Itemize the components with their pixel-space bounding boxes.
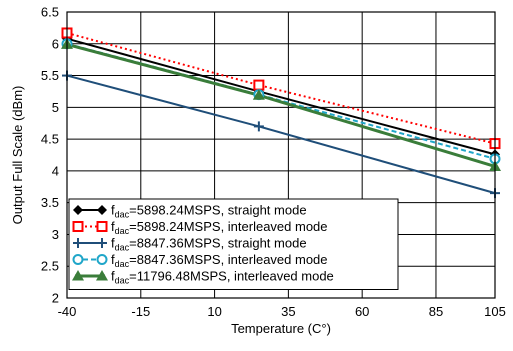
y-tick-label: 6 <box>52 36 59 51</box>
legend-entry-4: fdac=8847.36MSPS, interleaved mode <box>111 252 328 269</box>
data-point-series-3 <box>253 121 264 132</box>
legend-marker-2 <box>96 221 108 232</box>
y-axis-title: Output Full Scale (dBm) <box>10 86 25 225</box>
legend-entry-prefix: f <box>111 203 115 218</box>
x-tick-label: 85 <box>429 304 443 319</box>
plot-frame <box>66 11 496 299</box>
legend-box <box>68 198 399 290</box>
legend-marker-2 <box>72 221 84 232</box>
legend-entry-text: =8847.36MSPS, interleaved mode <box>129 252 327 267</box>
y-tick-label: 2.5 <box>41 259 59 274</box>
legend-marker-4 <box>72 254 84 265</box>
x-tick-labels: -40 -15 10 35 60 85 105 <box>58 304 506 319</box>
y-tick-label: 2 <box>52 291 59 306</box>
legend-entry-text: =11796.48MSPS, interleaved mode <box>129 269 334 284</box>
legend-entry-text: =8847.36MSPS, straight mode <box>129 236 306 251</box>
legend-marker-5 <box>96 270 108 281</box>
y-tick-label: 3.5 <box>41 195 59 210</box>
legend-entry-subscript: dac <box>115 276 130 286</box>
legend-entry-subscript: dac <box>115 243 130 253</box>
y-tick-label: 4.5 <box>41 132 59 147</box>
x-tick-label: 10 <box>207 304 221 319</box>
x-tick-label: -40 <box>58 304 77 319</box>
data-point-series-5 <box>252 89 265 100</box>
legend-entry-subscript: dac <box>115 226 130 236</box>
legend-marker-1 <box>73 205 83 215</box>
legend-marker-5 <box>72 270 84 281</box>
legend-marker-4 <box>96 254 108 265</box>
x-tick-label: 35 <box>281 304 295 319</box>
x-tick-label: 105 <box>484 304 506 319</box>
legend-entry-prefix: f <box>111 269 115 284</box>
y-tick-label: 4 <box>52 163 59 178</box>
legend-entry-text: =5898.24MSPS, straight mode <box>129 203 306 218</box>
legend-marker-3 <box>97 238 107 248</box>
y-tick-label: 3 <box>52 227 59 242</box>
y-tick-label: 5.5 <box>41 68 59 83</box>
y-tick-labels: 2 2.5 3 3.5 4 4.5 5 5.5 6 6.5 <box>41 5 59 306</box>
data-point-series-2 <box>253 79 265 91</box>
y-tick-label: 5 <box>52 100 59 115</box>
series-line-2 <box>66 32 496 145</box>
legend-entry-prefix: f <box>111 219 115 234</box>
legend-entry-1: fdac=5898.24MSPS, straight mode <box>111 203 307 220</box>
legend-entry-2: fdac=5898.24MSPS, interleaved mode <box>111 219 328 236</box>
legend-entry-3: fdac=8847.36MSPS, straight mode <box>111 236 307 253</box>
legend-entry-subscript: dac <box>115 210 130 220</box>
x-tick-label: -15 <box>131 304 150 319</box>
x-tick-label: 60 <box>355 304 369 319</box>
x-axis-title: Temperature (C°) <box>231 321 331 336</box>
legend-entry-subscript: dac <box>115 259 130 269</box>
legend-entry-prefix: f <box>111 236 115 251</box>
legend: fdac=5898.24MSPS, straight modefdac=5898… <box>68 198 399 290</box>
legend-entry-text: =5898.24MSPS, interleaved mode <box>129 219 327 234</box>
y-tick-label: 6.5 <box>41 5 59 20</box>
legend-marker-3 <box>73 238 83 248</box>
legend-entry-5: fdac=11796.48MSPS, interleaved mode <box>111 269 334 286</box>
legend-marker-1 <box>97 205 107 215</box>
legend-entry-prefix: f <box>111 252 115 267</box>
